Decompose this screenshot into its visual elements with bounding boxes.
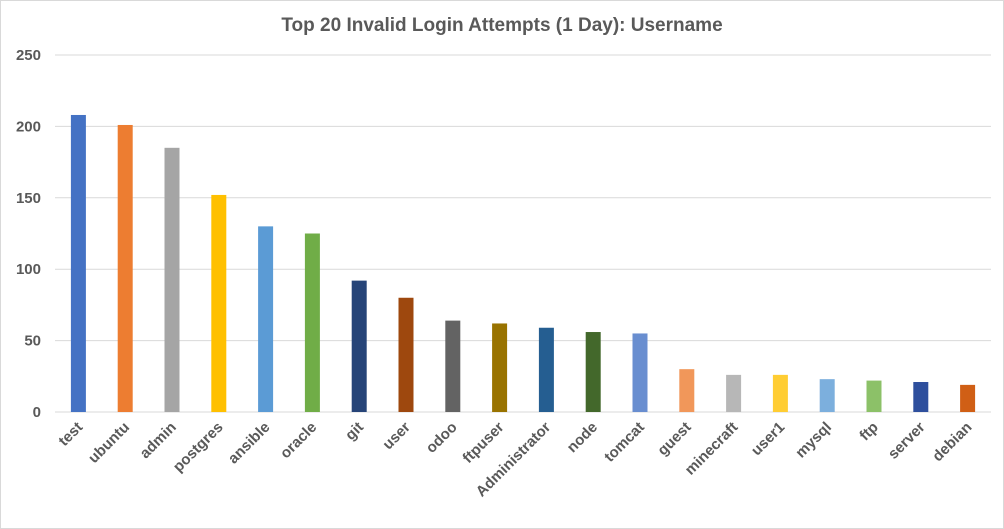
y-axis-ticks: 0 50 100 150 200 250: [16, 47, 41, 421]
bar-server: [913, 382, 929, 412]
bar-ubuntu: [117, 124, 133, 413]
x-tick-label: node: [564, 419, 601, 456]
x-tick-label: server: [885, 419, 929, 463]
bar-ftp: [866, 380, 882, 412]
bar-user1: [772, 374, 788, 412]
bar-odoo: [445, 320, 461, 412]
y-tick-label: 0: [33, 404, 41, 421]
gridlines: [55, 54, 991, 413]
y-tick-label: 100: [16, 261, 41, 278]
bar-guest: [679, 369, 695, 412]
x-tick-label: ftp: [856, 419, 882, 445]
bars: [70, 114, 976, 413]
x-tick-label: odoo: [423, 419, 461, 457]
bar-ftpuser: [492, 323, 508, 412]
bar-admin: [164, 147, 180, 412]
bar-debian: [960, 384, 976, 412]
y-tick-label: 250: [16, 47, 41, 64]
bar-git: [351, 280, 367, 412]
x-tick-label: oracle: [277, 419, 320, 462]
x-tick-label: debian: [929, 419, 975, 465]
bar-ansible: [258, 226, 274, 412]
bar-minecraft: [726, 374, 742, 412]
bar-test: [70, 114, 86, 412]
bar-tomcat: [632, 333, 648, 412]
x-tick-label: tomcat: [601, 419, 648, 466]
x-tick-label: admin: [137, 419, 180, 462]
x-tick-label: test: [55, 419, 86, 450]
bar-mysql: [819, 379, 835, 412]
x-tick-label: ubuntu: [85, 419, 133, 467]
chart-title: Top 20 Invalid Login Attempts (1 Day): U…: [281, 15, 722, 36]
bar-postgres: [211, 194, 227, 412]
bar-node: [585, 332, 601, 412]
y-tick-label: 150: [16, 190, 41, 207]
bar-user: [398, 297, 414, 412]
x-tick-label: mysql: [792, 419, 835, 462]
bar-oracle: [304, 233, 320, 412]
x-tick-label: user1: [748, 419, 788, 459]
y-tick-label: 200: [16, 118, 41, 135]
bar-administrator: [538, 327, 554, 412]
x-tick-label: ansible: [225, 419, 274, 468]
x-tick-label: user: [379, 419, 414, 454]
x-tick-label: git: [342, 419, 367, 444]
x-tick-label: guest: [654, 419, 694, 459]
x-tick-label: postgres: [170, 419, 227, 476]
y-tick-label: 50: [24, 333, 41, 350]
